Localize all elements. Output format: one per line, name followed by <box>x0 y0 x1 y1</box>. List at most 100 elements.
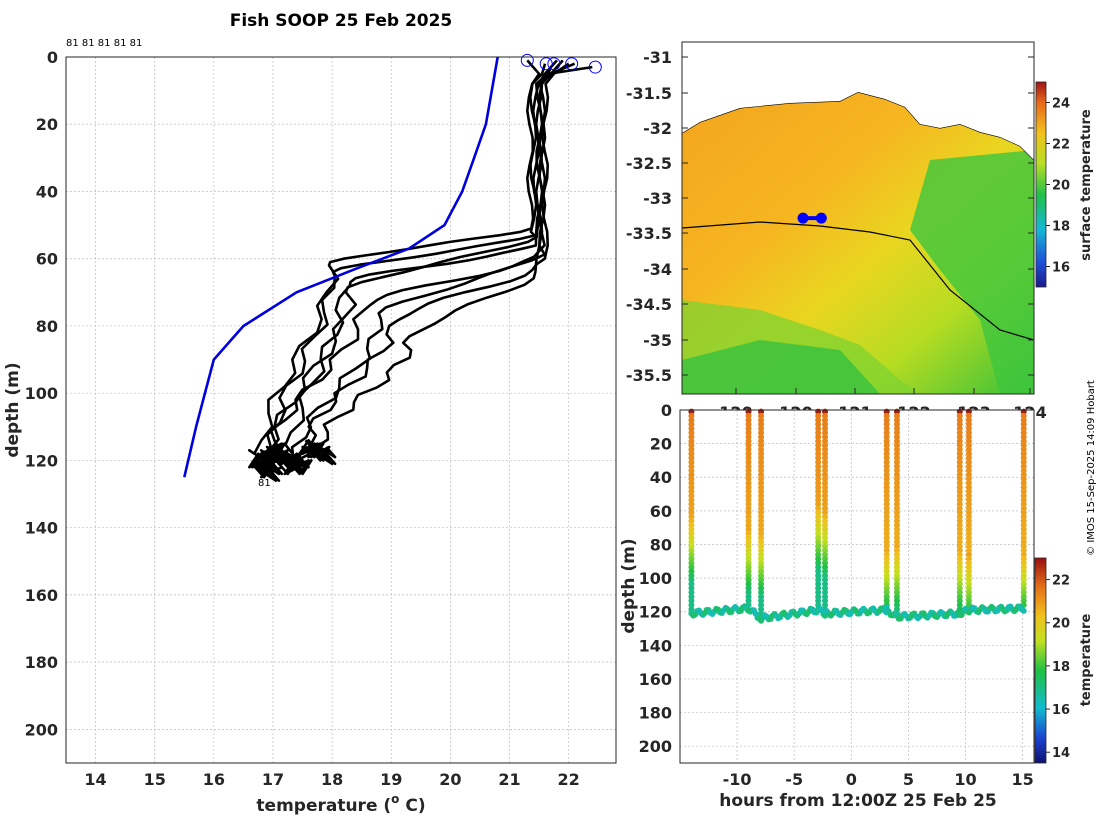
section-point <box>822 547 829 554</box>
section-point <box>893 513 900 520</box>
section-point <box>956 564 963 571</box>
section-point <box>815 442 822 449</box>
y-tick-label: 60 <box>36 250 58 269</box>
section-point <box>883 530 890 537</box>
x-tick-label: 18 <box>321 770 343 789</box>
section-x-tick-label: 10 <box>954 770 976 789</box>
section-point <box>745 534 752 541</box>
section-point <box>822 568 829 575</box>
section-point <box>822 475 829 482</box>
section-y-tick-label: 0 <box>661 401 672 420</box>
section-point <box>745 488 752 495</box>
section-point <box>893 547 900 554</box>
section-point <box>745 446 752 453</box>
section-point <box>965 501 972 508</box>
section-point <box>1020 484 1027 491</box>
section-point <box>956 454 963 461</box>
profile-ticks: 14 15 16 17 18 19 20 21 22 0 20 40 60 80 100 120 140 160 1… <box>25 48 580 789</box>
section-point <box>822 593 829 600</box>
profile-line <box>307 65 593 466</box>
section-point <box>745 467 752 474</box>
section-point <box>893 517 900 524</box>
section-y-tick-label: 160 <box>639 670 672 689</box>
section-point <box>965 597 972 604</box>
section-point <box>758 509 765 516</box>
section-point <box>815 505 822 512</box>
section-point <box>688 425 695 432</box>
section-point <box>956 450 963 457</box>
section-point <box>1020 463 1027 470</box>
section-point <box>956 543 963 550</box>
chart-title: Fish SOOP 25 Feb 2025 <box>230 11 453 31</box>
section-point <box>688 429 695 436</box>
section-point <box>893 530 900 537</box>
x-tick-label: 20 <box>439 770 461 789</box>
section-point <box>1020 538 1027 545</box>
section-point <box>758 559 765 566</box>
temperature-colorbar-label: temperature <box>1079 614 1094 707</box>
section-point <box>688 492 695 499</box>
surface-marker <box>588 60 602 74</box>
section-point <box>883 417 890 424</box>
section-point <box>1020 459 1027 466</box>
section-point <box>883 597 890 604</box>
map-y-tick-label: -35 <box>643 331 672 350</box>
section-point <box>815 459 822 466</box>
section-point <box>688 606 695 613</box>
section-point <box>1020 421 1027 428</box>
section-point <box>956 551 963 558</box>
section-point <box>893 417 900 424</box>
section-point <box>883 488 890 495</box>
section-point <box>745 522 752 529</box>
section-point <box>822 597 829 604</box>
surface-marker <box>565 57 579 71</box>
section-point <box>758 467 765 474</box>
map-y-tick-label: -32.5 <box>626 154 672 173</box>
section-point <box>893 538 900 545</box>
profile-line <box>259 59 564 469</box>
section-point <box>893 480 900 487</box>
x-tick-label: 21 <box>498 770 520 789</box>
section-point <box>758 593 765 600</box>
section-point <box>758 513 765 520</box>
section-point <box>815 433 822 440</box>
x-tick-label: 19 <box>380 770 402 789</box>
section-point <box>1020 450 1027 457</box>
section-point <box>893 454 900 461</box>
section-point <box>893 505 900 512</box>
section-point <box>688 454 695 461</box>
sst-east-cool <box>910 150 1034 394</box>
section-point <box>893 412 900 419</box>
section-point <box>688 509 695 516</box>
section-point <box>965 572 972 579</box>
section-point <box>758 505 765 512</box>
surface-marker <box>520 53 534 67</box>
section-point <box>688 463 695 470</box>
section-ticks: -10 -5 0 5 10 15 0 20 40 60 80 100 120 140 160 180 200 <box>639 401 1034 789</box>
section-point <box>893 606 900 613</box>
section-point <box>965 551 972 558</box>
section-point <box>822 412 829 419</box>
y-tick-label: 160 <box>25 586 58 605</box>
section-point <box>758 484 765 491</box>
section-point <box>883 480 890 487</box>
section-point <box>822 585 829 592</box>
section-point <box>956 488 963 495</box>
section-point <box>758 459 765 466</box>
section-point <box>758 501 765 508</box>
y-tick-label: 120 <box>25 451 58 470</box>
section-point <box>1020 576 1027 583</box>
section-point <box>822 543 829 550</box>
section-point <box>815 429 822 436</box>
section-point <box>965 534 972 541</box>
section-point <box>758 480 765 487</box>
section-point <box>965 471 972 478</box>
section-point <box>745 589 752 596</box>
section-point <box>822 429 829 436</box>
section-y-tick-label: 100 <box>639 569 672 588</box>
section-point <box>745 459 752 466</box>
section-point <box>688 534 695 541</box>
section-bottom-point <box>1020 607 1027 614</box>
temperature-colorbar-tick-label: 14 <box>1052 746 1070 761</box>
